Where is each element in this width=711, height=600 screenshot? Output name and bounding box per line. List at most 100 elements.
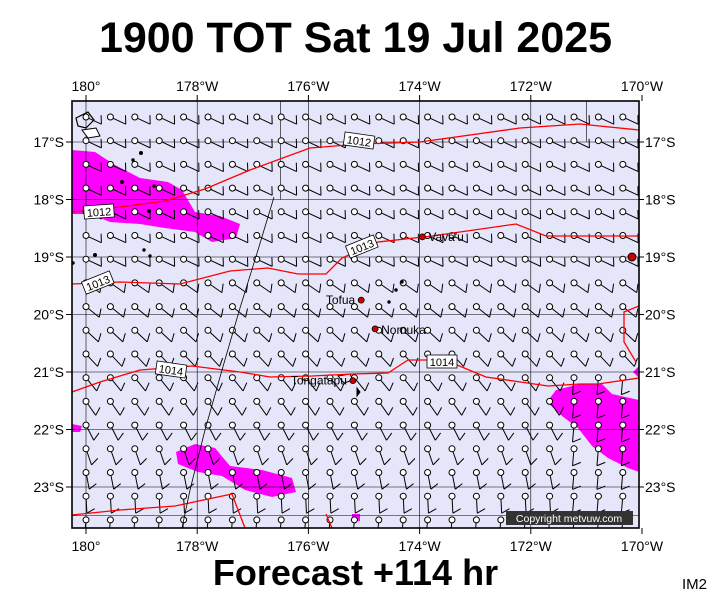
wind-barb — [180, 350, 199, 367]
wind-barb — [180, 208, 200, 220]
place-marker-icon — [357, 296, 365, 304]
island-dot — [131, 158, 135, 162]
wind-barb — [497, 326, 517, 343]
wind-barb — [326, 350, 346, 367]
wind-barb — [155, 350, 175, 367]
wind-barb — [375, 492, 388, 514]
latitude-tick-label: 19°S — [33, 249, 64, 265]
wind-barb — [131, 137, 151, 149]
latitude-tick-label: 20°S — [645, 307, 676, 323]
latitude-tick-label: 17°S — [33, 134, 64, 150]
wind-barb — [302, 160, 322, 173]
wind-barb — [375, 160, 395, 173]
wind-barb — [131, 255, 151, 267]
wind-barb — [570, 279, 590, 294]
wind-barb — [253, 303, 273, 318]
wind-barb — [546, 421, 564, 441]
wind-barb — [277, 326, 297, 343]
wind-barb — [82, 421, 100, 441]
wind-barb — [82, 492, 95, 514]
wind-barb — [253, 397, 272, 416]
wind-barb — [253, 208, 273, 220]
wind-barb — [521, 255, 542, 267]
wind-barb — [497, 303, 517, 318]
wind-barb — [521, 421, 539, 441]
wind-barb — [472, 303, 492, 318]
wind-barb — [399, 469, 414, 490]
wind-barb — [277, 445, 294, 466]
wind-barb — [375, 208, 395, 220]
wind-barb — [497, 113, 517, 125]
wind-barb — [302, 492, 315, 514]
wind-barb — [82, 184, 102, 196]
wind-barb — [424, 469, 439, 490]
wind-barb — [594, 326, 614, 343]
wind-barb — [375, 516, 383, 528]
wind-barb — [448, 469, 463, 490]
wind-barb — [106, 232, 127, 244]
wind-barb — [350, 160, 371, 173]
longitude-tick-label: 176°W — [287, 538, 330, 554]
wind-barb — [594, 137, 615, 149]
wind-barb — [277, 184, 298, 196]
wind-barb — [131, 232, 151, 244]
longitude-tick-label: 180° — [72, 78, 101, 94]
isobar-east-line — [623, 305, 639, 363]
copyright-background — [506, 511, 633, 525]
wind-barb — [619, 469, 630, 490]
wind-barb — [619, 184, 639, 196]
wind-barb — [424, 326, 443, 343]
wind-barb — [326, 160, 346, 173]
wind-barb — [131, 492, 144, 514]
wind-barb — [424, 160, 444, 173]
wind-barb — [326, 421, 344, 441]
island-dot — [93, 253, 97, 257]
wind-barb — [497, 255, 517, 267]
wind-barb — [521, 137, 542, 149]
wind-barb — [570, 469, 582, 490]
axis-labels: 180° 180° 178°W 178°W 176°W 176°W 174°W 174°W 17… — [33, 78, 675, 554]
wind-barb — [472, 160, 493, 173]
wind-barb — [155, 326, 175, 343]
wind-barb — [302, 421, 320, 441]
wind-barb — [424, 303, 444, 318]
wind-barb — [131, 184, 151, 196]
wind-barb — [472, 445, 489, 466]
wind-barb — [472, 350, 492, 367]
wind-barb — [546, 326, 565, 343]
wind-barb — [619, 255, 639, 267]
wind-barb — [155, 232, 176, 244]
isobar-label-1014-east: 1014 — [426, 354, 458, 369]
wind-barb — [131, 303, 151, 318]
wind-barb — [277, 469, 292, 490]
wind-barb — [570, 303, 590, 318]
wind-barb — [155, 469, 170, 490]
wind-barb — [204, 326, 224, 343]
wind-barb — [228, 160, 249, 173]
wind-barb — [253, 492, 266, 514]
wind-barb — [546, 397, 565, 416]
wind-barb — [302, 255, 322, 267]
longitude-tick-label: 178°W — [176, 538, 219, 554]
wind-barb — [155, 492, 169, 514]
wind-barb — [277, 397, 296, 416]
wind-barb — [326, 469, 341, 490]
wind-barb — [228, 397, 247, 416]
wind-barb — [497, 137, 517, 149]
wind-barb — [594, 184, 615, 196]
wind-barb — [131, 397, 150, 416]
wind-barb — [155, 445, 172, 466]
wind-barb — [82, 516, 90, 528]
track-line — [181, 196, 275, 528]
wind-barb — [131, 326, 151, 343]
wind-barb — [155, 208, 176, 220]
wind-barb — [277, 421, 295, 441]
place-marker-icon — [349, 377, 357, 385]
wind-barb — [399, 445, 416, 466]
wind-barb — [619, 160, 639, 173]
wind-barb — [497, 469, 512, 490]
wind-barb — [570, 184, 590, 196]
wind-barb — [521, 208, 542, 220]
wind-barb — [594, 208, 615, 220]
wind-barb — [472, 137, 493, 149]
